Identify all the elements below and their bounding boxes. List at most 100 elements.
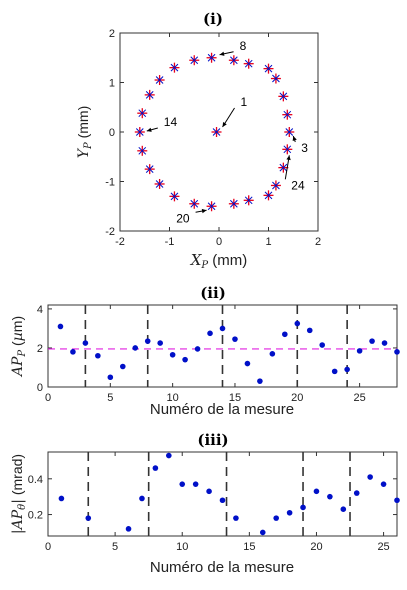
data-point [95, 352, 101, 359]
point-star-d2 [244, 196, 253, 205]
point-annotation: 3 [292, 135, 308, 155]
point-star-d2 [145, 165, 154, 173]
point-star-d2 [207, 202, 216, 211]
data-point [243, 58, 254, 69]
data-point [182, 356, 188, 363]
data-point [179, 481, 186, 487]
plot-frame-iii [47, 451, 398, 537]
point-star-d2 [283, 145, 292, 154]
data-point [284, 127, 295, 137]
point-star-d2 [285, 128, 294, 136]
panel-label-ii: (ii) [200, 284, 226, 302]
marks-ii [57, 320, 400, 384]
annotation-arrow-head [292, 136, 297, 141]
data-point [125, 526, 132, 532]
data-point [157, 340, 163, 346]
point-star-d2 [279, 163, 288, 172]
data-point [232, 336, 238, 342]
point-star-d2 [138, 109, 147, 118]
data-point [85, 515, 92, 521]
data-point [282, 331, 288, 338]
data-point [228, 198, 239, 209]
data-point [353, 490, 360, 496]
y-axis-label-iii: |APθ| (mrad) [9, 454, 28, 534]
point-star-d2 [264, 191, 273, 200]
chart-panel-iii: (iii) 0 5 10 15 20 25 0.2 0.4 Numéro de la mesu… [9, 431, 400, 576]
data-point [356, 348, 363, 354]
point-star-d2 [155, 180, 164, 188]
data-point [327, 493, 333, 500]
data-point [270, 73, 281, 84]
ticks-i: -2 -1 0 1 2 -2 -1 0 1 2 [105, 28, 321, 248]
data-point [58, 495, 65, 502]
marks-iii [58, 452, 400, 536]
data-point [154, 75, 165, 86]
y-tick-label: -2 [105, 226, 115, 238]
data-point [211, 127, 222, 137]
annotation-label: 14 [164, 115, 178, 129]
x-axis-label-ii: Numéro de la mesure [150, 401, 294, 418]
annotations-i: 1 8 3 24 20 14 [146, 39, 308, 225]
point-annotation: 14 [146, 115, 178, 132]
x-axis-label-i: XP (mm) [190, 251, 248, 271]
data-point [394, 497, 400, 504]
data-point [300, 504, 306, 511]
data-point [331, 368, 338, 375]
y-tick-label: -1 [105, 177, 115, 189]
annotation-arrow-head [201, 208, 207, 214]
data-point [107, 374, 114, 381]
data-point [206, 52, 217, 63]
data-point [306, 327, 313, 334]
point-annotation: 24 [284, 155, 305, 192]
data-point [244, 360, 251, 367]
data-point [278, 162, 289, 173]
data-point [263, 63, 274, 74]
data-point [282, 144, 293, 155]
data-point [381, 340, 388, 346]
data-point [207, 330, 213, 337]
marks-i [134, 52, 295, 212]
point-star-d2 [279, 92, 288, 101]
data-point [144, 89, 155, 100]
data-point [269, 351, 276, 357]
data-point [139, 495, 145, 502]
data-point [154, 178, 165, 189]
data-point [166, 452, 172, 459]
point-star-d2 [170, 192, 179, 201]
data-point [82, 340, 89, 346]
annotation-label: 20 [176, 211, 190, 225]
y-tick-label: 4 [37, 304, 43, 316]
point-star-d2 [145, 91, 154, 99]
x-tick-label: 0 [216, 236, 222, 248]
point-star-d2 [212, 128, 221, 136]
data-point [278, 91, 289, 102]
point-star-d2 [283, 110, 292, 119]
point-annotation: 8 [219, 39, 247, 56]
x-tick-label: 25 [377, 541, 389, 553]
point-star-d2 [190, 199, 199, 208]
point-star-d2 [272, 181, 280, 190]
data-point [319, 342, 326, 348]
annotation-label: 1 [241, 95, 248, 109]
data-point [119, 363, 126, 370]
data-point [313, 488, 320, 495]
data-point [340, 506, 347, 512]
annotation-arrow-head [222, 122, 227, 127]
data-point [273, 515, 279, 521]
data-point [219, 497, 226, 504]
data-point [219, 325, 226, 332]
point-star-d2 [138, 146, 147, 155]
annotation-arrow-head [146, 127, 152, 132]
x-tick-label: 1 [265, 236, 271, 248]
data-point [70, 349, 76, 355]
data-point [169, 351, 176, 358]
data-point [189, 55, 200, 66]
data-point [263, 190, 274, 201]
chart-panel-i: (i) -2 -1 0 1 2 -2 -1 0 1 2 1 8 3 24 20 14 XP (mm) YP … [75, 10, 321, 271]
annotation-arrow-head [219, 51, 225, 56]
data-point [344, 366, 350, 373]
y-tick-label: 1 [109, 78, 115, 90]
x-tick-label: 10 [167, 392, 179, 404]
annotation-label: 24 [291, 178, 305, 192]
ticks-ii: 0 5 10 15 20 25 0 2 4 [37, 304, 397, 404]
